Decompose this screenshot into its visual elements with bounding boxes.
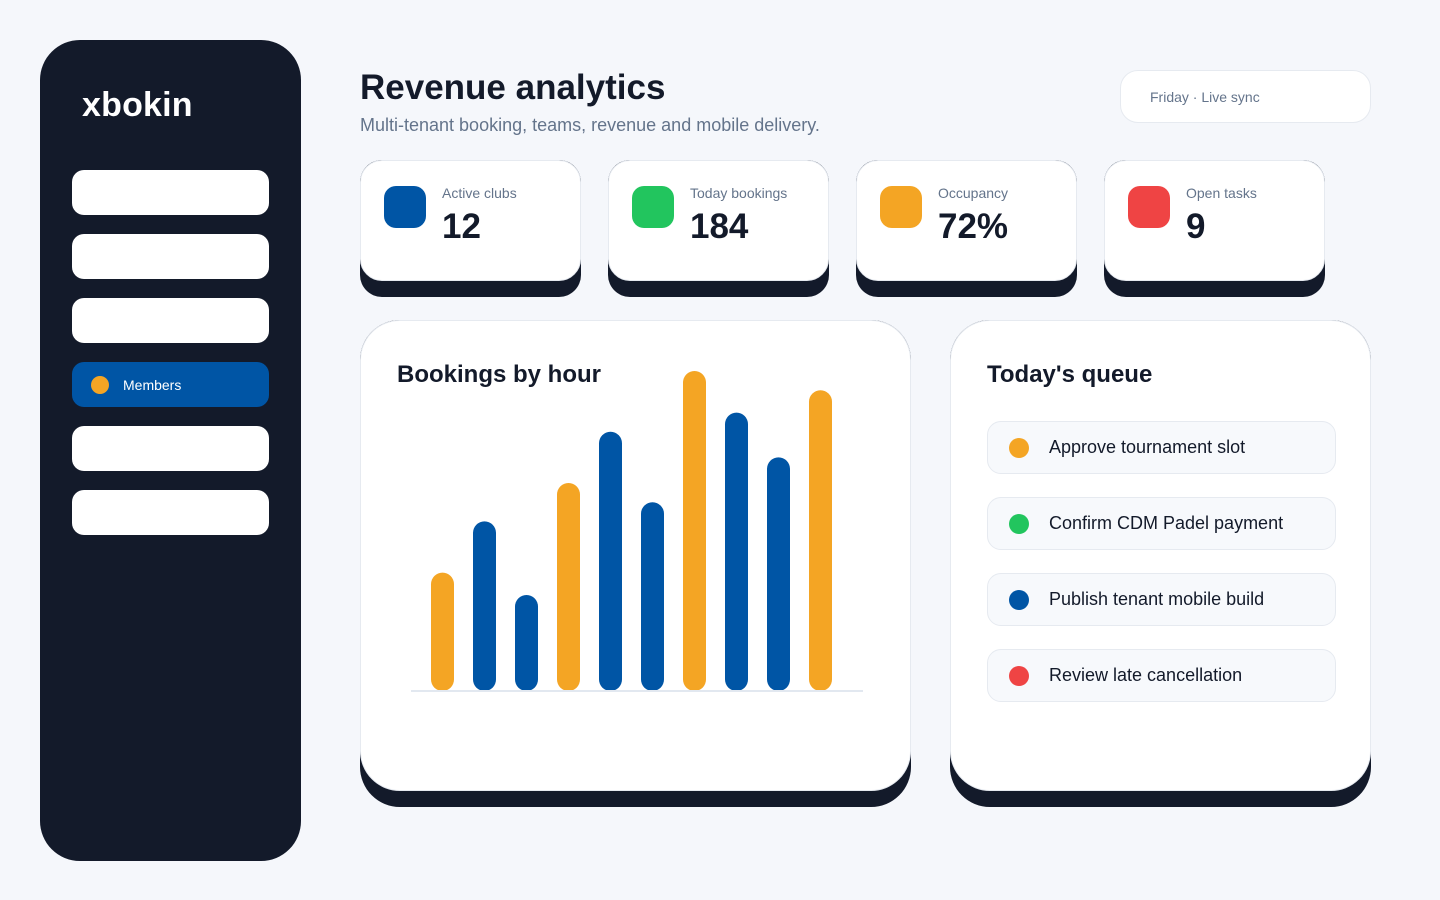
bookings-bar-chart [411, 371, 863, 692]
kpi-card-body: Occupancy 72% [856, 160, 1077, 281]
chart-bar[interactable] [473, 521, 496, 691]
status-dot-icon [1009, 665, 1029, 686]
sync-status-pill[interactable]: Friday · Live sync [1120, 70, 1371, 123]
kpi-value: 9 [1186, 207, 1206, 246]
queue-title: Today's queue [987, 361, 1153, 388]
kpi-icon [632, 186, 674, 228]
chart-bar[interactable] [809, 390, 832, 691]
kpi-icon [384, 186, 426, 228]
members-dot-icon [91, 375, 109, 394]
panel-body: Today's queue Approve tournament slot Co… [950, 320, 1371, 791]
sidebar-item-6[interactable] [72, 490, 269, 535]
page-subtitle: Multi-tenant booking, teams, revenue and… [360, 115, 820, 135]
sidebar-item-5[interactable] [72, 426, 269, 471]
status-dot-icon [1009, 589, 1029, 610]
chart-bar[interactable] [557, 483, 580, 691]
queue-item-label: Confirm CDM Padel payment [1049, 513, 1284, 533]
queue-item[interactable]: Review late cancellation [987, 649, 1336, 702]
chart-bar[interactable] [767, 457, 790, 691]
chart-title: Bookings by hour [397, 361, 601, 388]
queue-item-label: Publish tenant mobile build [1049, 589, 1265, 609]
page-title: Revenue analytics [360, 68, 666, 107]
queue-list: Approve tournament slot Confirm CDM Pade… [987, 421, 1336, 725]
kpi-icon [880, 186, 922, 228]
queue-panel: Today's queue Approve tournament slot Co… [950, 320, 1371, 807]
kpi-value: 72% [938, 207, 1009, 246]
kpi-card-open-tasks: Open tasks 9 [1104, 160, 1325, 297]
kpi-value: 12 [442, 207, 481, 246]
queue-item-label: Review late cancellation [1049, 665, 1243, 685]
sidebar: xbokin Members [40, 40, 301, 861]
bookings-chart-panel: Bookings by hour [360, 320, 911, 807]
status-dot-icon [1009, 513, 1029, 534]
kpi-label: Active clubs [442, 185, 517, 201]
queue-item[interactable]: Approve tournament slot [987, 421, 1336, 474]
status-dot-icon [1009, 437, 1029, 458]
kpi-card-body: Open tasks 9 [1104, 160, 1325, 281]
sidebar-item-label: Members [123, 376, 182, 393]
chart-bar[interactable] [641, 502, 664, 691]
kpi-label: Today bookings [690, 185, 788, 201]
sidebar-nav: Members [72, 170, 269, 554]
kpi-icon [1128, 186, 1170, 228]
chart-bar[interactable] [515, 595, 538, 691]
queue-item-label: Approve tournament slot [1049, 437, 1246, 457]
panel-body: Bookings by hour [360, 320, 911, 791]
kpi-card-occupancy: Occupancy 72% [856, 160, 1077, 297]
kpi-card-body: Active clubs 12 [360, 160, 581, 281]
chart-bar[interactable] [431, 572, 454, 691]
chart-bar[interactable] [683, 371, 706, 691]
chart-bar[interactable] [599, 431, 622, 691]
kpi-card-active-clubs: Active clubs 12 [360, 160, 581, 297]
sidebar-item-1[interactable] [72, 170, 269, 215]
sidebar-item-3[interactable] [72, 298, 269, 343]
kpi-label: Occupancy [938, 185, 1009, 201]
sidebar-item-members[interactable]: Members [72, 362, 269, 407]
queue-item[interactable]: Confirm CDM Padel payment [987, 497, 1336, 550]
sidebar-item-2[interactable] [72, 234, 269, 279]
brand-logo[interactable]: xbokin [82, 86, 193, 124]
queue-item[interactable]: Publish tenant mobile build [987, 573, 1336, 626]
kpi-label: Open tasks [1186, 185, 1257, 201]
sync-status-text: Friday · Live sync [1150, 88, 1260, 105]
kpi-card-body: Today bookings 184 [608, 160, 829, 281]
chart-bar[interactable] [725, 412, 748, 691]
kpi-value: 184 [690, 207, 749, 246]
kpi-card-today-bookings: Today bookings 184 [608, 160, 829, 297]
